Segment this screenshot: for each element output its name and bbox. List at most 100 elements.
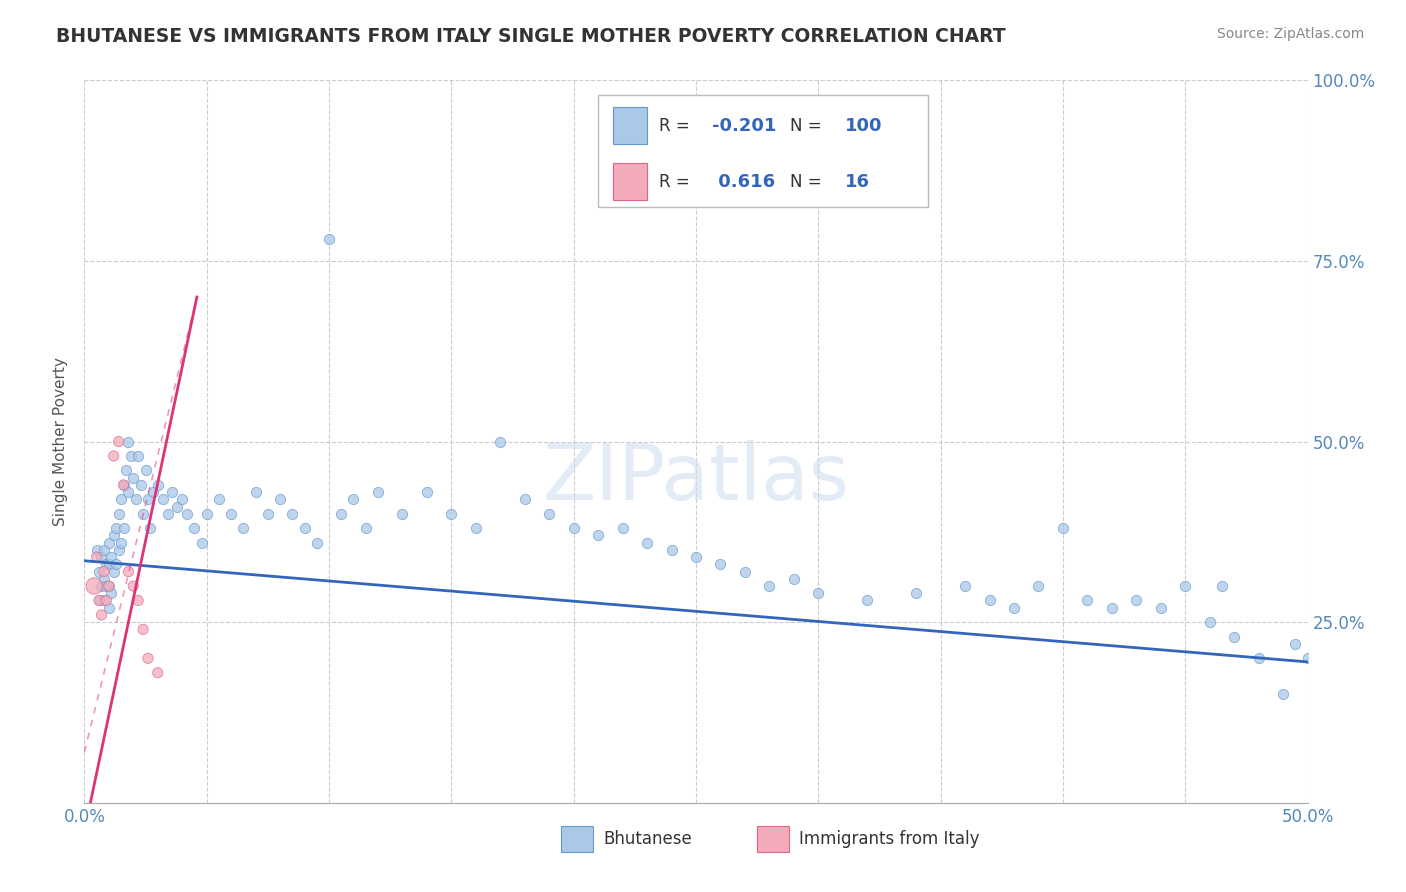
Point xyxy=(97,558,120,572)
Point xyxy=(156,507,179,521)
Text: 16: 16 xyxy=(845,172,870,191)
Point xyxy=(1272,687,1295,701)
Point xyxy=(120,449,142,463)
Point xyxy=(538,507,561,521)
Point xyxy=(105,521,128,535)
Point xyxy=(110,492,132,507)
Point xyxy=(135,463,157,477)
Point xyxy=(132,623,155,637)
Point xyxy=(96,579,118,593)
Point xyxy=(96,593,118,607)
Point xyxy=(513,492,536,507)
Point xyxy=(132,507,155,521)
Point xyxy=(953,579,976,593)
Point xyxy=(1174,579,1197,593)
Point xyxy=(1125,593,1147,607)
Point xyxy=(96,558,118,572)
Text: Source: ZipAtlas.com: Source: ZipAtlas.com xyxy=(1216,27,1364,41)
Point xyxy=(152,492,174,507)
Point xyxy=(636,535,658,549)
Text: N =: N = xyxy=(790,172,827,191)
Point xyxy=(1052,521,1074,535)
Point xyxy=(1101,600,1123,615)
Point xyxy=(112,478,135,492)
Point xyxy=(117,434,139,449)
Point xyxy=(127,449,149,463)
Point xyxy=(245,485,267,500)
Point xyxy=(136,651,159,665)
Text: Bhutanese: Bhutanese xyxy=(603,830,692,848)
Point xyxy=(107,542,129,557)
Point xyxy=(97,600,120,615)
Point xyxy=(195,507,218,521)
Point xyxy=(87,593,110,607)
Point xyxy=(269,492,291,507)
Point xyxy=(1002,600,1025,615)
Y-axis label: Single Mother Poverty: Single Mother Poverty xyxy=(53,357,69,526)
Point xyxy=(146,478,169,492)
Point xyxy=(107,434,129,449)
Point xyxy=(103,449,125,463)
Point xyxy=(87,565,110,579)
Point xyxy=(142,485,165,500)
Point xyxy=(1028,579,1050,593)
Point xyxy=(93,565,115,579)
Point xyxy=(136,492,159,507)
Point xyxy=(1284,637,1306,651)
Point xyxy=(807,586,830,600)
Point xyxy=(125,492,148,507)
Point xyxy=(1150,600,1173,615)
Point xyxy=(129,478,152,492)
Point xyxy=(105,558,128,572)
Text: ZIPatlas: ZIPatlas xyxy=(543,440,849,516)
Point xyxy=(758,579,780,593)
Point xyxy=(709,558,731,572)
Point xyxy=(93,542,115,557)
Point xyxy=(1076,593,1098,607)
Point xyxy=(86,550,108,565)
FancyBboxPatch shape xyxy=(613,162,647,201)
Point xyxy=(783,572,806,586)
Point xyxy=(172,492,194,507)
Point xyxy=(1223,630,1246,644)
Point xyxy=(83,579,105,593)
Point xyxy=(100,550,122,565)
Point xyxy=(107,507,129,521)
FancyBboxPatch shape xyxy=(598,95,928,207)
FancyBboxPatch shape xyxy=(561,826,593,852)
Point xyxy=(354,521,377,535)
Point xyxy=(162,485,184,500)
Point xyxy=(146,665,169,680)
Point xyxy=(191,535,214,549)
Point xyxy=(1296,651,1319,665)
Text: N =: N = xyxy=(790,117,827,135)
FancyBboxPatch shape xyxy=(613,107,647,145)
Point xyxy=(183,521,205,535)
Point xyxy=(367,485,389,500)
Text: R =: R = xyxy=(659,172,696,191)
Text: 0.616: 0.616 xyxy=(711,172,775,191)
Point xyxy=(318,232,340,246)
Point xyxy=(103,528,125,542)
Point xyxy=(562,521,585,535)
Point xyxy=(93,593,115,607)
Point xyxy=(97,579,120,593)
Point xyxy=(905,586,928,600)
Point xyxy=(112,521,135,535)
Point xyxy=(416,485,439,500)
Point xyxy=(1247,651,1270,665)
Point xyxy=(219,507,242,521)
Point xyxy=(86,542,108,557)
Point xyxy=(176,507,198,521)
Point xyxy=(100,586,122,600)
Point xyxy=(90,607,112,622)
Point xyxy=(232,521,254,535)
Point xyxy=(112,478,135,492)
Point xyxy=(330,507,353,521)
Point xyxy=(122,470,145,484)
Text: 100: 100 xyxy=(845,117,883,135)
Point xyxy=(1211,579,1233,593)
Point xyxy=(103,565,125,579)
Point xyxy=(440,507,463,521)
Point xyxy=(391,507,413,521)
